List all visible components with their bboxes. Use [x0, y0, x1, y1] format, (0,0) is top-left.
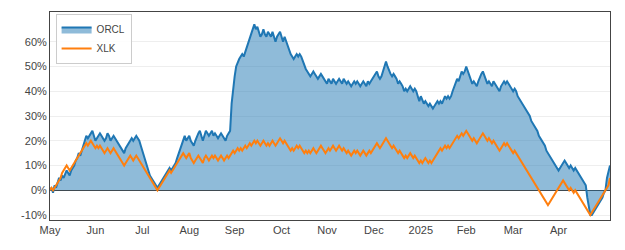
svg-text:40%: 40% — [25, 85, 47, 97]
svg-text:Sep: Sep — [225, 224, 245, 236]
svg-text:50%: 50% — [25, 60, 47, 72]
svg-text:Jul: Jul — [135, 224, 149, 236]
svg-text:XLK: XLK — [97, 43, 116, 54]
svg-text:Nov: Nov — [317, 224, 337, 236]
svg-text:ORCL: ORCL — [97, 24, 125, 35]
svg-text:30%: 30% — [25, 110, 47, 122]
svg-text:Jun: Jun — [87, 224, 105, 236]
svg-text:20%: 20% — [25, 135, 47, 147]
svg-text:Apr: Apr — [550, 224, 567, 236]
svg-text:Mar: Mar — [504, 224, 523, 236]
svg-text:Oct: Oct — [273, 224, 290, 236]
svg-text:Feb: Feb — [457, 224, 476, 236]
svg-text:-10%: -10% — [21, 209, 47, 221]
svg-text:60%: 60% — [25, 36, 47, 48]
svg-text:10%: 10% — [25, 159, 47, 171]
svg-text:Aug: Aug — [179, 224, 199, 236]
svg-text:Dec: Dec — [364, 224, 384, 236]
svg-text:May: May — [40, 224, 61, 236]
svg-text:2025: 2025 — [409, 224, 433, 236]
svg-text:0%: 0% — [31, 184, 47, 196]
